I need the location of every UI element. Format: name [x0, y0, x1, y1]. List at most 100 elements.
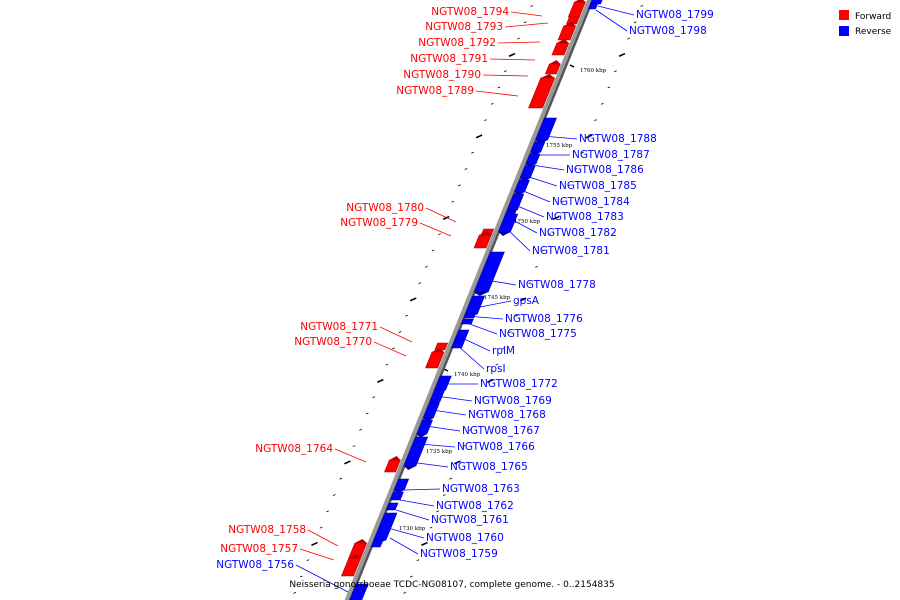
gene-label-g1768[interactable]: NGTW08_1768	[468, 409, 546, 421]
gene-label-g1761[interactable]: NGTW08_1761	[431, 514, 509, 526]
gene-label-g1794[interactable]: NGTW08_1794	[431, 6, 509, 18]
gene-label-g1784[interactable]: NGTW08_1784	[552, 196, 630, 208]
tick-mark	[421, 541, 428, 546]
gene-block-g1799[interactable]	[590, 0, 603, 5]
gene-leader-line	[425, 425, 461, 432]
gene-arrow-g1781	[498, 232, 511, 236]
tick-mark	[528, 282, 532, 285]
gene-block-g1759[interactable]	[370, 539, 384, 548]
gene-label-g1756[interactable]: NGTW08_1756	[216, 559, 294, 571]
tick-mark	[552, 215, 560, 220]
tick-mark	[567, 184, 571, 187]
gene-label-g1769[interactable]: NGTW08_1769	[474, 395, 552, 407]
gene-label-g1762[interactable]: NGTW08_1762	[436, 500, 514, 512]
tick-mark	[640, 5, 644, 7]
gene-label-g1757[interactable]: NGTW08_1757	[220, 543, 298, 555]
tick-mark	[299, 575, 303, 578]
gene-leader-line	[482, 74, 529, 77]
gene-block-g1761[interactable]	[385, 502, 399, 511]
gene-label-g1767[interactable]: NGTW08_1767	[462, 425, 540, 437]
tick-mark	[490, 102, 494, 105]
tick-mark	[627, 37, 630, 40]
gene-label-g1789[interactable]: NGTW08_1789	[396, 85, 474, 97]
gene-block-g1756[interactable]	[349, 583, 369, 600]
gene-leader-line	[508, 217, 538, 234]
tick-mark	[600, 102, 604, 105]
gene-leader-line	[520, 189, 551, 203]
gene-label-g1763[interactable]: NGTW08_1763	[442, 483, 520, 495]
gene-label-g1783[interactable]: NGTW08_1783	[546, 211, 624, 223]
gene-label-rplM[interactable]: rplM	[492, 345, 515, 357]
gene-leader-line	[373, 341, 407, 357]
tick-mark	[475, 134, 483, 139]
gene-block-g1771[interactable]	[434, 342, 449, 351]
gene-label-g1776[interactable]: NGTW08_1776	[505, 313, 583, 325]
gene-label-g1765[interactable]: NGTW08_1765	[450, 461, 528, 473]
tick-mark	[594, 119, 598, 122]
tick-mark	[326, 510, 330, 513]
gene-block-rpsI[interactable]	[451, 339, 466, 349]
gene-leader-line	[463, 321, 498, 335]
gene-label-g1799[interactable]: NGTW08_1799	[636, 9, 714, 21]
gene-leader-line	[510, 11, 543, 17]
gene-label-g1760[interactable]: NGTW08_1760	[426, 532, 504, 544]
tick-mark	[344, 460, 351, 465]
tick-mark	[548, 233, 551, 236]
gene-label-g1786[interactable]: NGTW08_1786	[566, 164, 644, 176]
tick-mark	[519, 297, 527, 302]
gene-block-g1798[interactable]	[588, 3, 599, 10]
tick-mark	[462, 445, 466, 448]
gene-leader-line	[399, 499, 435, 507]
gene-block-g1793[interactable]	[566, 16, 580, 25]
tick-mark	[306, 559, 310, 562]
gene-label-g1764[interactable]: NGTW08_1764	[255, 443, 333, 455]
gene-label-g1788[interactable]: NGTW08_1788	[579, 133, 657, 145]
gene-arrow-g1757	[348, 554, 361, 558]
gene-arrow-g1778	[474, 292, 489, 296]
gene-label-g1787[interactable]: NGTW08_1787	[572, 149, 650, 161]
gene-label-g1772[interactable]: NGTW08_1772	[480, 378, 558, 390]
tick-mark	[359, 428, 362, 431]
gene-label-g1792[interactable]: NGTW08_1792	[418, 37, 496, 49]
gene-leader-line	[435, 395, 473, 402]
gene-leader-line	[459, 336, 491, 352]
gene-label-g1778[interactable]: NGTW08_1778	[518, 279, 596, 291]
gene-leader-line	[425, 207, 457, 223]
gene-label-g1779[interactable]: NGTW08_1779	[340, 217, 418, 229]
gene-block-g1775[interactable]	[460, 318, 474, 325]
gene-label-rpsI[interactable]: rpsI	[486, 363, 506, 375]
tick-mark	[484, 119, 488, 122]
tick-mark	[504, 70, 507, 73]
map-caption: Neisseria gonorrhoeae TCDC-NG08107, comp…	[289, 580, 614, 590]
gene-leader-line	[457, 345, 485, 370]
tick-mark	[486, 378, 494, 383]
legend-reverse-label: Reverse	[855, 27, 892, 37]
tick-mark	[451, 200, 455, 203]
gene-label-g1791[interactable]: NGTW08_1791	[410, 53, 488, 65]
tick-mark	[495, 363, 499, 366]
gene-label-g1780[interactable]: NGTW08_1780	[346, 202, 424, 214]
gene-arrow-g1791	[556, 39, 569, 43]
gene-arrow-g1779	[479, 231, 492, 235]
gene-label-g1775[interactable]: NGTW08_1775	[499, 328, 577, 340]
tick-mark	[469, 428, 472, 431]
gene-label-g1770[interactable]: NGTW08_1770	[294, 336, 372, 348]
gene-label-g1771[interactable]: NGTW08_1771	[300, 321, 378, 333]
gene-arrow-g1758	[354, 539, 367, 543]
gene-label-g1790[interactable]: NGTW08_1790	[403, 69, 481, 81]
gene-label-g1759[interactable]: NGTW08_1759	[420, 548, 498, 560]
gene-label-g1782[interactable]: NGTW08_1782	[539, 227, 617, 239]
gene-label-g1781[interactable]: NGTW08_1781	[532, 245, 610, 257]
tick-mark	[475, 412, 479, 415]
gene-label-g1798[interactable]: NGTW08_1798	[629, 25, 707, 37]
gene-leader-line	[419, 222, 452, 237]
gene-label-g1793[interactable]: NGTW08_1793	[425, 21, 503, 33]
tick-mark	[471, 151, 474, 154]
gene-leader-line	[597, 5, 635, 16]
gene-label-g1766[interactable]: NGTW08_1766	[457, 441, 535, 453]
gene-label-g1758[interactable]: NGTW08_1758	[228, 524, 306, 536]
tick-mark	[293, 591, 297, 594]
gene-label-g1785[interactable]: NGTW08_1785	[559, 180, 637, 192]
tick-mark	[508, 52, 516, 57]
gene-label-gpsA[interactable]: gpsA	[513, 295, 540, 307]
